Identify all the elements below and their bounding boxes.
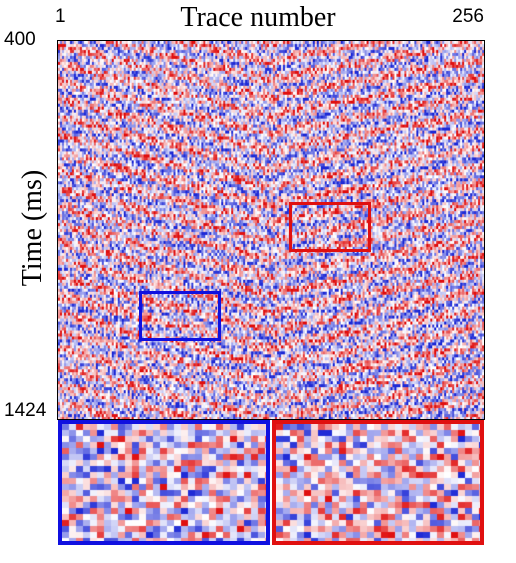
zoom-red-image <box>276 424 480 541</box>
zoom-inset-blue <box>58 420 270 545</box>
zoom-inset-red <box>272 420 484 545</box>
seismic-image <box>58 41 484 419</box>
red-region-box <box>289 202 371 252</box>
x-axis-title: Trace number <box>180 2 336 33</box>
y-axis-start-label: 400 <box>4 29 36 50</box>
seismic-section <box>57 40 485 420</box>
x-axis-start-label: 1 <box>55 6 66 27</box>
zoom-blue-image <box>62 424 266 541</box>
blue-region-box <box>139 291 221 341</box>
y-axis-title: Time (ms) <box>17 169 48 287</box>
x-axis-end-label: 256 <box>452 6 484 27</box>
y-axis-end-label: 1424 <box>4 400 47 421</box>
